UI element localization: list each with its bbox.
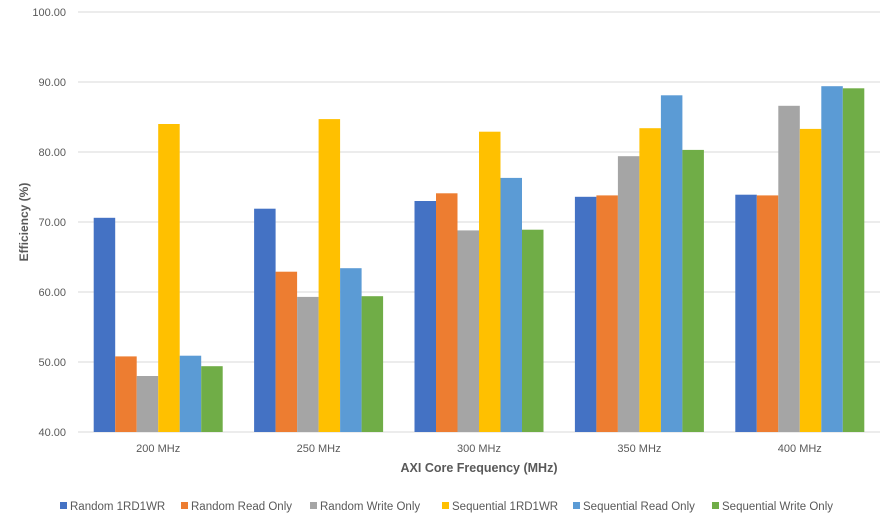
- legend-label: Sequential Write Only: [722, 501, 833, 513]
- bar-2-0: [136, 376, 159, 432]
- bar-4-4: [821, 86, 843, 432]
- bar-3-3: [639, 128, 661, 432]
- bar-1-4: [756, 195, 779, 432]
- bar-3-1: [318, 119, 341, 432]
- bar-4-3: [660, 95, 683, 433]
- x-axis-ticks: 200 MHz 250 MHz 300 MHz 350 MHz 400 MHz: [136, 443, 822, 455]
- bar-2-2: [457, 230, 479, 432]
- y-tick-label: 70.00: [38, 217, 66, 229]
- bar-4-0: [179, 355, 202, 432]
- legend-swatch: [712, 502, 719, 509]
- legend-item: Random Write Only: [310, 501, 420, 513]
- legend-label: Sequential Read Only: [583, 501, 695, 513]
- bar-1-0: [115, 356, 137, 432]
- legend: Random 1RD1WR Random Read Only Random Writ…: [60, 501, 833, 513]
- bar-5-2: [522, 229, 544, 432]
- x-axis-label: AXI Core Frequency (MHz): [401, 461, 558, 475]
- bar-1-2: [436, 193, 458, 432]
- x-tick-label: 200 MHz: [136, 443, 180, 455]
- legend-swatch: [181, 502, 188, 509]
- legend-label: Random Read Only: [191, 501, 292, 513]
- legend-item: Sequential Write Only: [712, 501, 833, 513]
- bar-3-0: [158, 124, 180, 432]
- x-tick-label: 400 MHz: [778, 443, 822, 455]
- legend-swatch: [442, 502, 449, 509]
- y-tick-label: 80.00: [38, 147, 66, 159]
- bars: [93, 86, 865, 433]
- x-tick-label: 300 MHz: [457, 443, 501, 455]
- bar-5-0: [201, 366, 223, 432]
- legend-swatch: [573, 502, 580, 509]
- bar-3-4: [799, 128, 822, 432]
- bar-5-3: [682, 149, 704, 432]
- legend-swatch: [310, 502, 317, 509]
- legend-label: Random Write Only: [320, 501, 420, 513]
- bar-2-1: [297, 296, 319, 432]
- y-tick-label: 50.00: [38, 357, 66, 369]
- bar-3-2: [479, 131, 501, 432]
- legend-label: Sequential 1RD1WR: [452, 501, 558, 513]
- bar-0-0: [93, 217, 116, 432]
- bar-5-4: [842, 88, 865, 433]
- legend-item: Sequential Read Only: [573, 501, 695, 513]
- y-axis-ticks: 40.00 50.00 60.00 70.00 80.00 90.00 100.00: [32, 7, 66, 439]
- x-tick-label: 350 MHz: [617, 443, 661, 455]
- bar-0-3: [574, 196, 597, 432]
- bar-1-1: [275, 271, 298, 432]
- y-tick-label: 60.00: [38, 287, 66, 299]
- bar-4-2: [500, 177, 522, 432]
- y-axis-label: Efficiency (%): [17, 183, 31, 262]
- bar-2-4: [778, 105, 800, 433]
- legend-swatch: [60, 502, 67, 509]
- bar-4-1: [340, 268, 362, 432]
- legend-item: Random Read Only: [181, 501, 292, 513]
- legend-item: Sequential 1RD1WR: [442, 501, 558, 513]
- x-tick-label: 250 MHz: [297, 443, 341, 455]
- legend-item: Random 1RD1WR: [60, 501, 165, 513]
- bar-0-1: [254, 208, 276, 432]
- bar-0-2: [414, 201, 436, 432]
- y-tick-label: 100.00: [32, 7, 66, 19]
- y-tick-label: 90.00: [38, 77, 66, 89]
- bar-0-4: [735, 194, 757, 432]
- bar-5-1: [361, 296, 384, 432]
- bar-1-3: [596, 195, 618, 432]
- legend-label: Random 1RD1WR: [70, 501, 165, 513]
- y-tick-label: 40.00: [38, 427, 66, 439]
- bar-2-3: [617, 156, 640, 432]
